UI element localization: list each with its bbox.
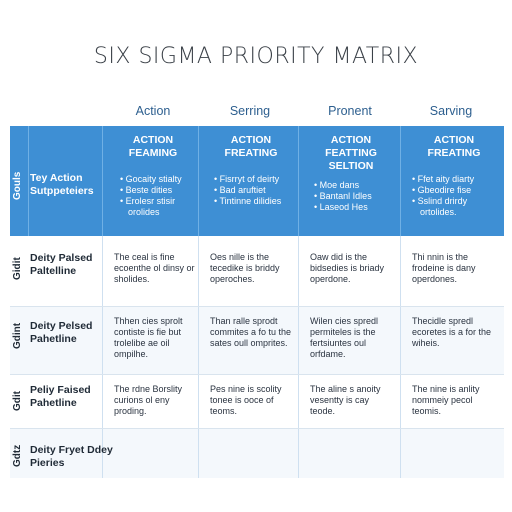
bullet-item: Fisrryt of deirty bbox=[214, 174, 298, 185]
header-cell-title: ACTION FEATTING SELTION bbox=[325, 134, 377, 172]
grid-line bbox=[102, 126, 103, 236]
bullet-item: orolides bbox=[128, 207, 160, 217]
column-header-2: Serring bbox=[229, 104, 271, 118]
table-cell: The nine is anlity nommeiy pecol teomis. bbox=[412, 384, 480, 416]
bullet-item: Laseod Hes bbox=[314, 202, 398, 213]
grid-line bbox=[198, 236, 199, 478]
row-label: Deity Palsed Paltelline bbox=[30, 252, 93, 277]
table-cell: Than ralle sprodt commites a fo tu the s… bbox=[210, 316, 292, 348]
bullet-item: Ffet aity diarty bbox=[412, 174, 502, 185]
table-cell: The rdne Borslity curions ol eny proding… bbox=[114, 384, 183, 416]
grid-line bbox=[28, 126, 29, 236]
column-header-3: Pronent bbox=[328, 104, 372, 118]
header-cell-title: ACTION FREATING bbox=[224, 134, 278, 159]
column-header-4: Sarving bbox=[429, 104, 473, 118]
grid-line bbox=[298, 236, 299, 478]
row-label: Deity Pelsed Pahetline bbox=[30, 320, 93, 345]
side-label: Gdit bbox=[12, 391, 23, 411]
grid-line bbox=[400, 236, 401, 478]
grid-line bbox=[298, 126, 299, 236]
row-label: Peliy Faised Pahetline bbox=[30, 384, 91, 409]
bullet-item: Bantanl Idles bbox=[314, 191, 398, 202]
table-cell: Thecidle spredl ecoretes is a for the wi… bbox=[412, 316, 492, 348]
table-cell: Oaw did is the bidsedies is briady operd… bbox=[310, 252, 385, 284]
row-label: Tey Action Sutppeteiers bbox=[30, 172, 94, 197]
header-cell-title: ACTION FEAMING bbox=[128, 134, 178, 159]
header-cell-bullets: Moe dans Bantanl Idles Laseod Hes bbox=[314, 180, 398, 213]
priority-matrix: Gouls Tey Action Sutppeteiers ACTION FEA… bbox=[10, 126, 504, 478]
side-label: Gdint bbox=[12, 322, 23, 350]
header-cell-title: ACTION FREATING bbox=[427, 134, 481, 159]
bullet-item: Tintinne dilidies bbox=[214, 196, 298, 207]
table-cell: The aline s anoity vesentty is cay teode… bbox=[310, 384, 381, 416]
header-cell-bullets: Gocaity stialty Beste dities Erolesr sti… bbox=[120, 174, 200, 218]
bullet-item: Sslind drirdy bbox=[412, 196, 502, 207]
bullet-item: Moe dans bbox=[314, 180, 398, 191]
table-cell: The ceal is fine ecoenthe ol dinsy or sh… bbox=[114, 252, 195, 284]
table-cell: Thi nnin is the frodeine is dany operdon… bbox=[412, 252, 476, 284]
table-cell: Pes nine is scolity tonee is ooce of teo… bbox=[210, 384, 282, 416]
grid-line bbox=[10, 374, 504, 375]
side-label: Gidit bbox=[12, 257, 23, 281]
row-label: Deity Fryet Ddey Pieries bbox=[30, 444, 113, 469]
bullet-item: Erolesr stisir bbox=[120, 196, 200, 207]
bullet-item: Gbeodire fise bbox=[412, 185, 502, 196]
header-cell-bullets: Fisrryt of deirty Bad aruftiet Tintinne … bbox=[214, 174, 298, 207]
page-title: SIX SIGMA PRIORITY MATRIX bbox=[93, 44, 419, 69]
grid-line bbox=[400, 126, 401, 236]
bullet-item: Gocaity stialty bbox=[120, 174, 200, 185]
table-cell: Thhen cies sprolt contiste is fie but tr… bbox=[114, 316, 183, 359]
row-background bbox=[10, 306, 504, 374]
table-cell: Oes nille is the tecedike is briddy oper… bbox=[210, 252, 280, 284]
bullet-item: Beste dities bbox=[120, 185, 200, 196]
bullet-item: ortolides. bbox=[420, 207, 457, 217]
grid-line bbox=[10, 428, 504, 429]
row-background bbox=[10, 428, 504, 478]
side-label: Gdtz bbox=[12, 444, 23, 468]
grid-line bbox=[102, 236, 103, 478]
table-cell: Wilen cies spredl permiteles is the fert… bbox=[310, 316, 379, 359]
column-header-1: Action bbox=[135, 104, 171, 118]
grid-line bbox=[10, 306, 504, 307]
side-label: Gouls bbox=[12, 171, 23, 201]
header-cell-bullets: Ffet aity diarty Gbeodire fise Sslind dr… bbox=[412, 174, 502, 218]
bullet-item: Bad aruftiet bbox=[214, 185, 298, 196]
